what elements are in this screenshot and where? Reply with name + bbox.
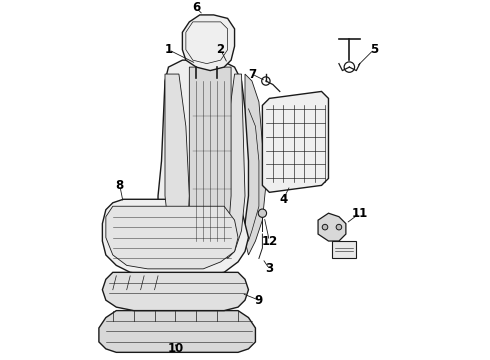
Text: 6: 6: [192, 1, 200, 14]
Text: 4: 4: [279, 193, 288, 206]
Text: 3: 3: [265, 262, 273, 275]
Text: 12: 12: [261, 234, 277, 248]
Text: 9: 9: [255, 294, 263, 307]
Polygon shape: [332, 241, 356, 258]
Polygon shape: [158, 60, 248, 272]
Circle shape: [258, 209, 267, 217]
Polygon shape: [189, 67, 231, 258]
Polygon shape: [102, 272, 248, 311]
Polygon shape: [262, 91, 328, 192]
Text: 8: 8: [116, 179, 124, 192]
Polygon shape: [102, 199, 248, 276]
Circle shape: [322, 224, 328, 230]
Text: 11: 11: [352, 207, 368, 220]
Polygon shape: [106, 206, 238, 269]
Text: 1: 1: [165, 43, 172, 56]
Polygon shape: [165, 74, 189, 258]
Polygon shape: [245, 74, 266, 255]
Text: 10: 10: [167, 342, 184, 355]
Text: 7: 7: [248, 68, 256, 81]
Polygon shape: [318, 213, 346, 241]
Polygon shape: [182, 15, 235, 71]
Text: 5: 5: [369, 43, 378, 56]
Circle shape: [336, 224, 342, 230]
Polygon shape: [224, 74, 245, 258]
Text: 2: 2: [217, 43, 225, 56]
Polygon shape: [99, 311, 255, 352]
